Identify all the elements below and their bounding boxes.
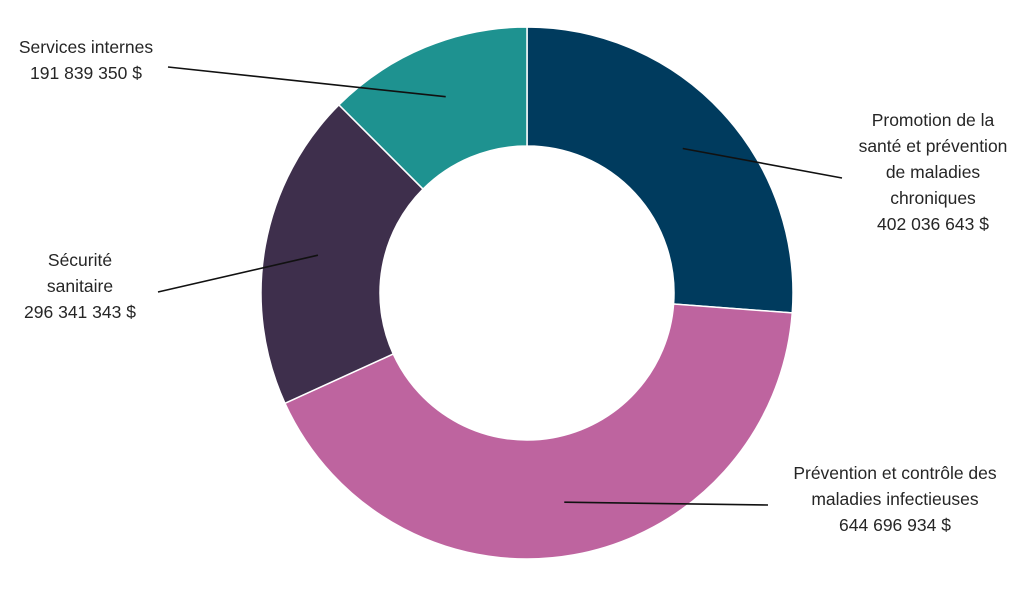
slice-value-label-2: 296 341 343 $ xyxy=(24,302,136,322)
slice-name-line-0-2: de maladies xyxy=(886,162,981,182)
slice-name-line-0-0: Promotion de la xyxy=(872,110,995,130)
slice-name-line-2-1: sanitaire xyxy=(47,276,113,296)
leader-line-1 xyxy=(564,501,769,506)
slice-label-3: Services internes 191 839 350 $ xyxy=(19,37,153,83)
slice-name-line-0-3: chroniques xyxy=(890,188,976,208)
leader-lines xyxy=(157,66,843,506)
slice-value-label-3: 191 839 350 $ xyxy=(30,63,142,83)
slice-3 xyxy=(337,26,528,191)
leader-line-0 xyxy=(682,147,843,179)
donut-slices xyxy=(260,26,794,560)
slice-name-line-3-0: Services internes xyxy=(19,37,153,57)
leader-line-3 xyxy=(167,66,446,98)
slice-name-line-1-1: maladies infectieuses xyxy=(811,489,979,509)
slice-label-1: Prévention et contrôle des maladies infec… xyxy=(793,463,997,535)
slice-value-label-0: 402 036 643 $ xyxy=(877,214,989,234)
slice-2 xyxy=(260,103,425,405)
slice-label-0: Promotion de la santé et prévention de mal… xyxy=(859,110,1008,234)
slice-value-label-1: 644 696 934 $ xyxy=(839,515,951,535)
slice-name-line-2-0: Sécurité xyxy=(48,250,112,270)
slice-name-line-1-0: Prévention et contrôle des xyxy=(793,463,997,483)
slice-labels: Promotion de la santé et prévention de mal… xyxy=(19,37,1008,535)
slice-label-2: Sécurité sanitaire 296 341 343 $ xyxy=(24,250,136,322)
slice-1 xyxy=(283,303,794,560)
leader-line-2 xyxy=(157,254,319,293)
slice-name-line-0-1: santé et prévention xyxy=(859,136,1008,156)
slice-0 xyxy=(526,26,794,314)
